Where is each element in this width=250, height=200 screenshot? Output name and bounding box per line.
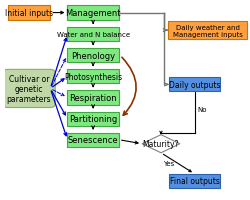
FancyBboxPatch shape — [67, 133, 118, 147]
Text: Photosynthesis: Photosynthesis — [64, 73, 122, 81]
Text: Daily weather and
Management inputs: Daily weather and Management inputs — [172, 25, 241, 37]
Text: Senescence: Senescence — [68, 136, 118, 144]
Text: Partitioning: Partitioning — [69, 115, 117, 123]
Text: No: No — [196, 107, 206, 112]
FancyBboxPatch shape — [167, 22, 246, 40]
Text: Daily outputs: Daily outputs — [168, 81, 220, 89]
Text: Phenology: Phenology — [71, 52, 115, 60]
FancyBboxPatch shape — [168, 174, 220, 188]
FancyBboxPatch shape — [67, 49, 118, 63]
FancyBboxPatch shape — [3, 70, 55, 108]
FancyBboxPatch shape — [67, 28, 118, 42]
FancyBboxPatch shape — [67, 91, 118, 105]
Text: Yes: Yes — [163, 161, 174, 166]
Polygon shape — [142, 135, 179, 153]
Text: Maturity?: Maturity? — [142, 140, 178, 148]
FancyBboxPatch shape — [8, 6, 50, 21]
FancyBboxPatch shape — [168, 78, 220, 92]
Text: Respiration: Respiration — [69, 94, 116, 102]
Text: Cultivar or
genetic
parameters: Cultivar or genetic parameters — [6, 74, 51, 104]
FancyBboxPatch shape — [67, 70, 118, 84]
Text: Management: Management — [65, 9, 120, 18]
FancyArrowPatch shape — [122, 58, 136, 116]
FancyBboxPatch shape — [67, 6, 118, 21]
FancyBboxPatch shape — [67, 112, 118, 126]
Text: Final outputs: Final outputs — [169, 177, 219, 185]
Text: Water and N balance: Water and N balance — [56, 32, 129, 38]
Text: Initial inputs: Initial inputs — [5, 9, 53, 18]
